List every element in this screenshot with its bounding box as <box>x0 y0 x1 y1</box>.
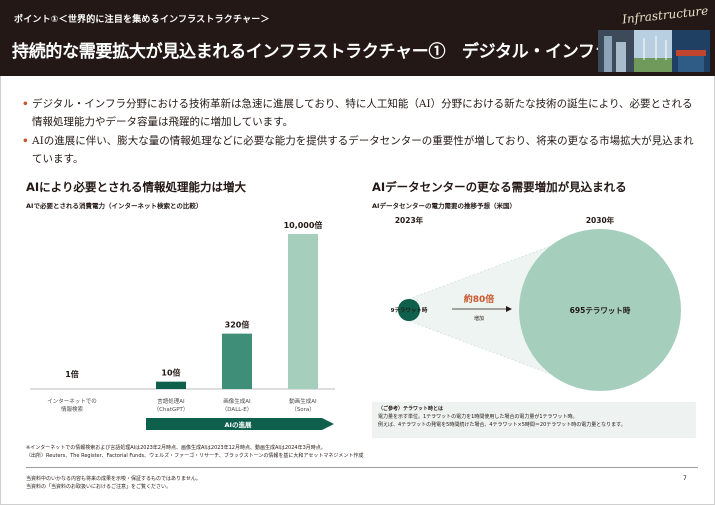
bar-value-label: 320倍 <box>225 320 250 330</box>
year-label: 2023年 <box>395 215 424 225</box>
bar-value-label: 1倍 <box>65 369 79 379</box>
category-label: （DALL-E） <box>222 406 252 413</box>
disclaimer-line: 当資料中のいかなる内容も将来の成果を示唆・保証するものではありません。 <box>26 476 201 482</box>
bullet-dot-icon: • <box>22 98 29 110</box>
bar-value-label: 10,000倍 <box>284 220 323 230</box>
right-chart-subtitle: AIデータセンターの電力需要の推移予想（米国） <box>372 202 516 210</box>
category-label: インターネットでの <box>47 397 97 405</box>
note-line: 電力量を示す単位。1テラワットの電力を1時間使用した場合の電力量が1テラワット時… <box>378 414 578 420</box>
bullet-list: • デジタル・インフラ分野における技術革新は急速に進展しており、特に人工知能（A… <box>22 95 698 169</box>
category-label: 情報検索 <box>61 405 84 413</box>
bubble-value-label: 695テラワット時 <box>570 305 631 315</box>
category-label: 動画生成AI <box>289 397 317 405</box>
header-photo <box>598 30 710 72</box>
growth-label: 約80倍 <box>464 293 495 305</box>
right-section-heading: AIデータセンターの更なる需要増加が見込まれる <box>372 180 627 194</box>
footnote-line: （出所）Reuters、The Register、Factorial Funds… <box>26 453 364 459</box>
bar <box>156 381 186 389</box>
header-kicker: ポイント①＜世界的に注目を集めるインフラストラクチャー＞ <box>14 15 270 25</box>
disclaimer-line: 当資料の「当資料のお取扱いにおけるご注意」をご覧ください。 <box>26 484 172 490</box>
bar-value-label: 10倍 <box>161 368 180 378</box>
ai-progress-label: AIの進展 <box>225 420 252 429</box>
page-title: 持続的な需要拡大が見込まれるインフラストラクチャー① デジタル・インフラ <box>12 42 612 62</box>
left-chart-subtitle: AIで必要とされる消費電力（インターネット検索との比較） <box>26 202 203 210</box>
footer-divider <box>26 467 698 468</box>
left-section-heading: AIにより必要とされる情報処理能力は増大 <box>26 180 246 194</box>
category-label: （ChatGPT） <box>154 406 189 413</box>
category-label: 言語処理AI <box>157 397 185 405</box>
bullet-text: デジタル・インフラ分野における技術革新は急速に進展しており、特に人工知能（AI）… <box>32 98 693 128</box>
bullet-text: AIの進展に伴い、膨大な量の情報処理などに必要な能力を提供するデータセンターの重… <box>32 135 694 165</box>
bullet-dot-icon: • <box>22 135 29 147</box>
footnotes: ※インターネットでの情報検索および言語処理AIは2023年2月時点、画像生成AI… <box>26 444 363 460</box>
bullet-item: • AIの進展に伴い、膨大な量の情報処理などに必要な能力を提供するデータセンター… <box>22 132 698 168</box>
bubble-value-label: 9テラワット時 <box>391 306 428 314</box>
category-label: （Sora） <box>291 406 315 413</box>
bullet-item: • デジタル・インフラ分野における技術革新は急速に進展しており、特に人工知能（A… <box>22 95 698 131</box>
reference-note: （ご参考）テラワット時とは 電力量を示す単位。1テラワットの電力を1時間使用した… <box>372 402 696 438</box>
note-title: （ご参考）テラワット時とは <box>378 406 444 412</box>
note-line: 例えば、4テラワットの発電を5時間続けた場合、4テラワット×5時間＝20テラワッ… <box>378 422 626 428</box>
disclaimer: 当資料中のいかなる内容も将来の成果を示唆・保証するものではありません。 当資料の… <box>26 475 201 491</box>
bubble-2030 <box>519 229 681 391</box>
year-label: 2030年 <box>586 215 615 225</box>
bar <box>288 234 318 389</box>
bubble-2023 <box>397 298 421 322</box>
page-header: ポイント①＜世界的に注目を集めるインフラストラクチャー＞ 持続的な需要拡大が見込… <box>0 0 715 76</box>
arrow-head-icon <box>506 306 512 312</box>
page-number: 7 <box>683 475 687 482</box>
growth-sub-label: 増加 <box>474 315 484 322</box>
ai-progress-arrow: AIの進展 <box>146 418 334 430</box>
bar <box>222 333 252 389</box>
footnote-line: ※インターネットでの情報検索および言語処理AIは2023年2月時点、画像生成AI… <box>26 445 326 451</box>
category-label: 画像生成AI <box>223 397 251 405</box>
